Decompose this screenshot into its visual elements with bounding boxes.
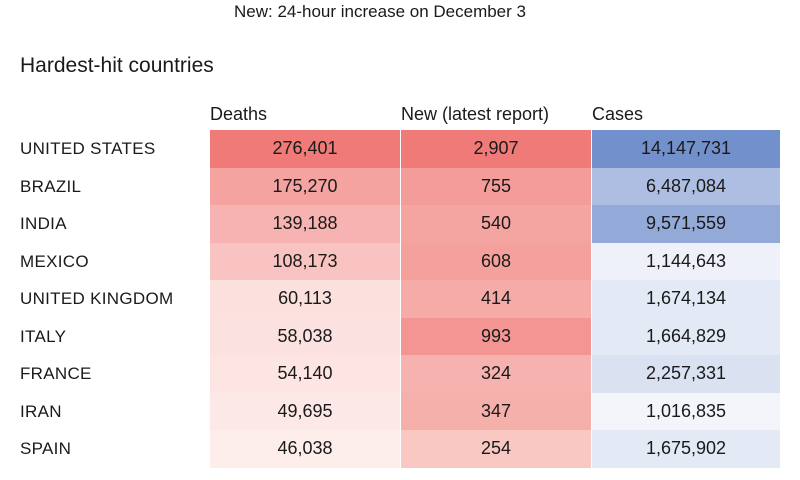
cases-cell: 1,016,835	[592, 392, 780, 430]
deaths-cell: 58,038	[210, 317, 400, 355]
subtitle-note: New: 24-hour increase on December 3	[234, 2, 526, 21]
table-row: ITALY 58,038 993 1,664,829	[0, 317, 800, 355]
table-row: UNITED STATES 276,401 2,907 14,147,731	[0, 130, 800, 168]
country-label: UNITED STATES	[20, 139, 156, 158]
table-row: FRANCE 54,140 324 2,257,331	[0, 355, 800, 393]
cases-cell: 1,664,829	[592, 317, 780, 355]
deaths-cell: 60,113	[210, 280, 400, 318]
country-label: SPAIN	[20, 439, 72, 458]
country-label: BRAZIL	[20, 176, 82, 196]
cases-cell: 6,487,084	[592, 167, 780, 205]
new-cell: 608	[401, 242, 591, 280]
deaths-cell: 175,270	[210, 167, 400, 205]
hardest-hit-table: UNITED STATES 276,401 2,907 14,147,731 BRAZI…	[0, 130, 800, 468]
table-row: BRAZIL 175,270 755 6,487,084	[0, 167, 800, 205]
deaths-cell: 54,140	[210, 355, 400, 393]
table-title: Hardest-hit countries	[20, 54, 214, 77]
column-header-cases: Cases	[592, 104, 644, 124]
cases-cell: 1,144,643	[592, 242, 780, 280]
deaths-cell: 49,695	[210, 392, 400, 430]
deaths-cell: 46,038	[210, 430, 400, 468]
table-row: MEXICO 108,173 608 1,144,643	[0, 242, 800, 280]
table-row: SPAIN 46,038 254 1,675,902	[0, 430, 800, 468]
new-cell: 347	[401, 392, 591, 430]
cases-cell: 2,257,331	[592, 355, 780, 393]
column-header-deaths: Deaths	[210, 104, 268, 124]
country-label: UNITED KINGDOM	[20, 289, 174, 308]
country-label: FRANCE	[20, 364, 92, 383]
country-label: IRAN	[20, 401, 62, 421]
table-row: INDIA 139,188 540 9,571,559	[0, 205, 800, 243]
cases-cell: 1,674,134	[592, 280, 780, 318]
new-cell: 993	[401, 317, 591, 355]
new-cell: 2,907	[401, 130, 591, 168]
deaths-cell: 276,401	[210, 130, 400, 168]
country-label: INDIA	[20, 214, 67, 233]
cases-cell: 1,675,902	[592, 430, 780, 468]
table-row: IRAN 49,695 347 1,016,835	[0, 392, 800, 430]
deaths-cell: 139,188	[210, 205, 400, 243]
country-label: MEXICO	[20, 251, 89, 271]
column-header-new: New (latest report)	[401, 104, 550, 124]
table-row: UNITED KINGDOM 60,113 414 1,674,134	[0, 280, 800, 318]
deaths-cell: 108,173	[210, 242, 400, 280]
new-cell: 324	[401, 355, 591, 393]
cases-cell: 9,571,559	[592, 205, 780, 243]
cases-cell: 14,147,731	[592, 130, 780, 168]
new-cell: 254	[401, 430, 591, 468]
new-cell: 540	[401, 205, 591, 243]
new-cell: 414	[401, 280, 591, 318]
new-cell: 755	[401, 167, 591, 205]
country-label: ITALY	[20, 326, 67, 346]
